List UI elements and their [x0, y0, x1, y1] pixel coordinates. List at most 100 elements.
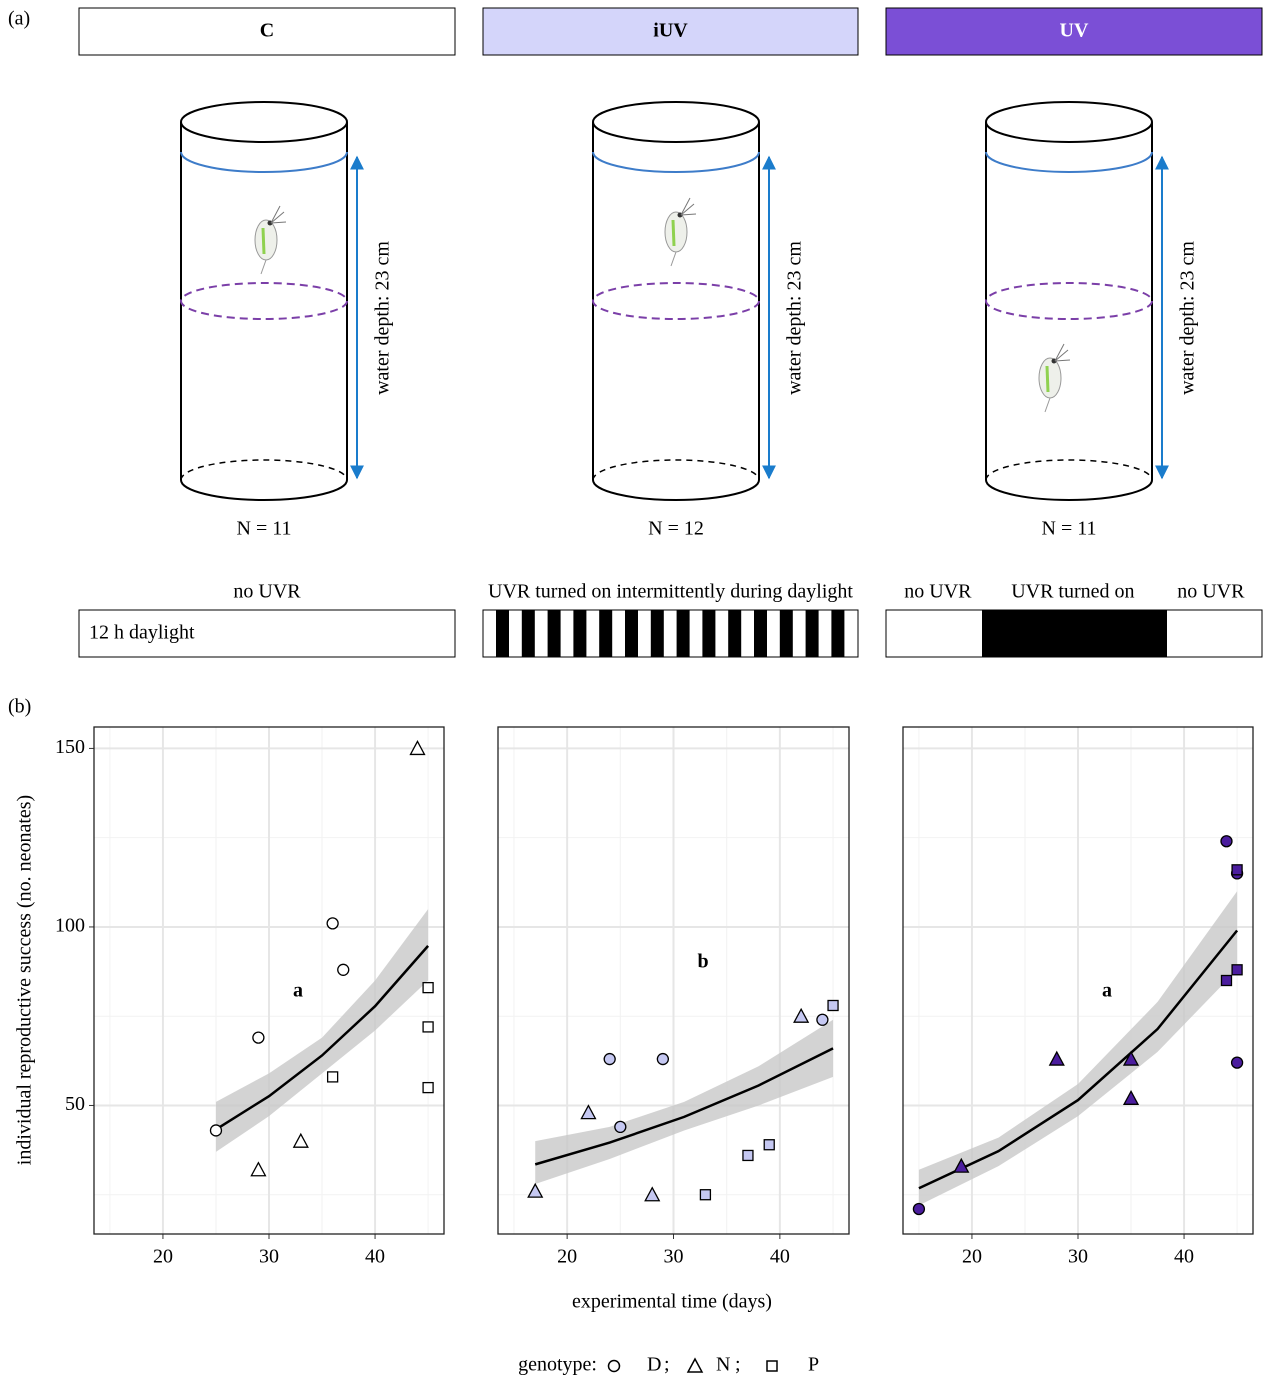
cylinder-bottom-back	[180, 459, 348, 481]
uv-stripe	[496, 610, 509, 657]
cylinder-bottom	[180, 479, 348, 501]
depth-label: water depth: 23 cm	[1177, 241, 1199, 395]
cylinder-top	[180, 101, 348, 143]
uv-stripe	[754, 610, 767, 657]
water-surface	[985, 151, 1153, 173]
daphnia-icon	[254, 205, 287, 275]
uv-stripe	[650, 610, 664, 657]
significance-letter: a	[293, 980, 303, 1002]
treatment-name: UV	[1060, 20, 1089, 42]
point	[252, 1031, 265, 1044]
y-tick-label: 50	[65, 1093, 85, 1115]
x-tick-label: 40	[770, 1246, 790, 1268]
daphnia-antenna	[1054, 343, 1071, 362]
panel-label: (b)	[8, 696, 31, 718]
uv-stripe	[779, 610, 793, 657]
depth-marker	[592, 282, 760, 320]
cylinder-bottom	[985, 479, 1153, 501]
daphnia-icon	[1038, 343, 1071, 413]
point	[656, 1052, 670, 1066]
sample-size: N = 12	[648, 518, 704, 540]
point	[953, 1157, 970, 1173]
confidence-band	[215, 909, 429, 1152]
daphnia-gut	[261, 227, 266, 255]
uv-stripe	[831, 610, 845, 657]
x-tick-label: 20	[557, 1246, 577, 1268]
light-bar	[482, 609, 859, 658]
x-tick-label: 30	[259, 1246, 279, 1268]
daphnia-antenna	[270, 205, 287, 224]
cylinder-bottom-back	[985, 459, 1153, 481]
uv-on-period	[982, 610, 1167, 657]
legend-title: genotype:	[518, 1354, 597, 1376]
point	[644, 1186, 661, 1202]
x-tick-label: 40	[365, 1246, 385, 1268]
point	[763, 1139, 775, 1151]
point	[1231, 864, 1243, 876]
point	[580, 1104, 597, 1120]
daphnia-body	[254, 219, 278, 261]
fit-line	[215, 945, 430, 1131]
depth-marker	[180, 282, 348, 320]
legend-entry: P	[808, 1354, 819, 1376]
point	[1220, 974, 1233, 987]
treatment-header	[78, 7, 456, 56]
treatment-name: iUV	[653, 20, 688, 42]
significance-letter: a	[1102, 980, 1112, 1002]
x-tick-label: 20	[153, 1246, 173, 1268]
cylinder-bottom-back	[592, 459, 760, 481]
uv-stripe	[625, 610, 638, 657]
legend-marker	[607, 1359, 621, 1373]
point	[742, 1149, 754, 1162]
x-tick-label: 40	[1174, 1246, 1194, 1268]
cylinder-bottom	[592, 479, 760, 501]
sample-size: N = 11	[1042, 518, 1097, 540]
daphnia-gut	[1045, 365, 1050, 393]
uv-stripe	[702, 610, 716, 657]
daphnia-icon	[664, 197, 697, 267]
x-axis-label: experimental time (days)	[572, 1291, 772, 1313]
light-bar	[78, 609, 456, 658]
legend-separator: ;	[735, 1354, 741, 1376]
depth-marker	[985, 282, 1153, 320]
significance-letter: b	[697, 951, 708, 973]
uv-stripe	[573, 610, 587, 657]
point	[1048, 1050, 1065, 1066]
uv-stripe	[676, 610, 690, 657]
point	[422, 981, 434, 994]
fit-line	[534, 1047, 834, 1166]
depth-label: water depth: 23 cm	[784, 241, 806, 395]
light-label: UVR turned on	[1011, 581, 1134, 603]
point	[614, 1120, 627, 1134]
x-tick-label: 20	[962, 1246, 982, 1268]
point	[409, 740, 426, 756]
uv-stripe	[728, 610, 742, 657]
point	[422, 1081, 434, 1094]
daphnia-body	[1038, 357, 1062, 399]
daphnia-gut	[671, 219, 676, 247]
water-surface	[180, 151, 348, 173]
daphnia-spine	[1044, 397, 1051, 413]
point	[1220, 835, 1233, 848]
daphnia-spine	[260, 259, 267, 275]
legend-entry: N	[716, 1354, 730, 1376]
plot-frame	[902, 726, 1254, 1235]
legend-entry: D	[647, 1354, 661, 1376]
light-label: UVR turned on intermittently during dayl…	[488, 581, 853, 603]
daphnia-body	[664, 211, 688, 253]
point	[1122, 1050, 1140, 1066]
light-label: no UVR	[904, 581, 972, 603]
point	[337, 963, 350, 976]
light-label: no UVR	[1177, 581, 1245, 603]
point	[699, 1189, 712, 1201]
cylinder-top	[592, 101, 760, 143]
x-tick-label: 30	[1068, 1246, 1088, 1268]
treatment-name: C	[260, 20, 274, 42]
point	[816, 1013, 829, 1026]
point	[422, 1021, 434, 1033]
point	[1122, 1089, 1140, 1105]
uv-stripe	[547, 610, 561, 657]
point	[1230, 1056, 1244, 1069]
light-label: no UVR	[233, 581, 301, 603]
